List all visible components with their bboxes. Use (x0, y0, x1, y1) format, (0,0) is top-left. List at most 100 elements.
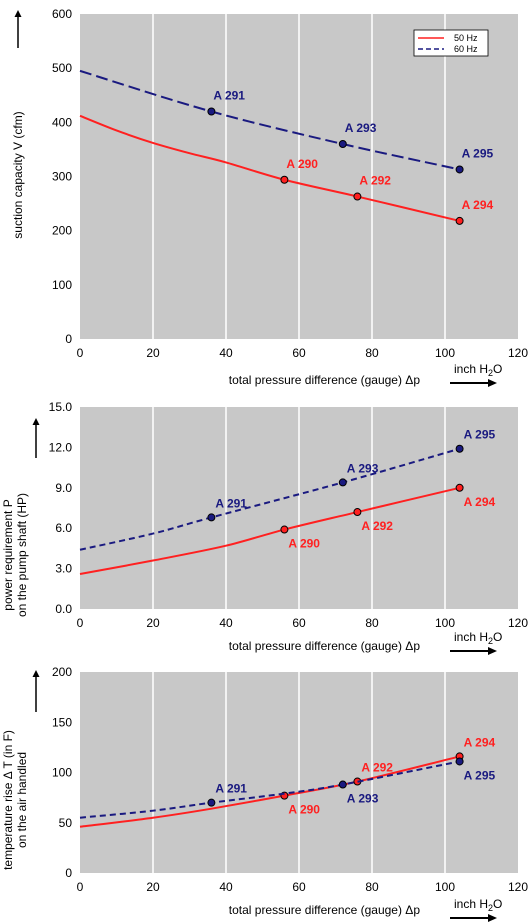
y-axis-label-line2: on the pump shaft (HP) (15, 493, 29, 617)
point-label: A 292 (359, 174, 391, 188)
data-point (338, 478, 347, 487)
x-tick-label: 100 (435, 616, 455, 630)
point-label: A 291 (215, 782, 247, 796)
x-axis-arrow-head (488, 647, 497, 655)
data-point (455, 216, 464, 225)
y-axis-label: suction capacity V (cfm) (11, 111, 25, 238)
point-label: A 293 (347, 461, 379, 475)
x-axis-arrow-head (488, 914, 497, 922)
point-label: A 294 (462, 198, 494, 212)
x-tick-label: 40 (219, 616, 233, 630)
x-axis-label: total pressure difference (gauge) Δp (229, 903, 421, 917)
data-point (338, 140, 347, 148)
x-tick-label: 0 (77, 616, 84, 630)
point-label: A 290 (286, 157, 318, 171)
y-tick-label: 3.0 (55, 562, 72, 576)
data-point (207, 513, 216, 522)
point-label: A 295 (462, 146, 494, 160)
y-tick-label: 100 (52, 766, 72, 780)
chart-panel-2: 0 20 40 60 80 100 120 0.0 3.0 6.0 9.0 12.0 15.0 power… (1, 400, 528, 655)
x-tick-label: 0 (77, 346, 84, 360)
y-axis-label-line2: on the air handled (15, 752, 29, 848)
y-axis-label: power requirement P (1, 499, 15, 610)
chart-panel-3: 0 20 40 60 80 100 120 0 50 100 150 200 temperature r… (1, 665, 528, 922)
y-tick-label: 200 (52, 665, 72, 679)
data-point (455, 757, 464, 766)
x-axis-unit: inch H2O (454, 897, 502, 913)
legend-entry: 60 Hz (454, 44, 478, 54)
x-tick-label: 80 (365, 880, 379, 894)
y-tick-label: 9.0 (55, 481, 72, 495)
x-tick-label: 120 (508, 616, 528, 630)
data-point (207, 798, 216, 807)
point-label: A 290 (288, 803, 320, 817)
series-line-50hz (79, 486, 460, 575)
x-axis-label: total pressure difference (gauge) Δp (229, 373, 421, 387)
x-tick-label: 60 (292, 346, 306, 360)
x-tick-label: 0 (77, 880, 84, 894)
series-line-50hz (79, 755, 460, 828)
point-label: A 294 (464, 495, 496, 509)
y-tick-label: 0 (65, 332, 72, 346)
x-axis-unit: inch H2O (454, 362, 502, 378)
series-line-60hz (79, 69, 460, 171)
data-point (455, 444, 464, 453)
x-tick-label: 120 (508, 880, 528, 894)
point-label: A 292 (361, 519, 393, 533)
y-tick-label: 200 (52, 224, 72, 238)
y-tick-label: 50 (59, 816, 73, 830)
point-label: A 294 (464, 735, 496, 749)
y-tick-label: 100 (52, 278, 72, 292)
x-axis-unit: inch H2O (454, 630, 502, 646)
x-tick-label: 120 (508, 346, 528, 360)
y-tick-label: 600 (52, 7, 72, 21)
legend-box (413, 29, 489, 57)
x-axis-label: total pressure difference (gauge) Δp (229, 639, 421, 653)
y-tick-label: 300 (52, 170, 72, 184)
point-label: A 295 (464, 768, 496, 782)
x-tick-label: 100 (435, 880, 455, 894)
y-axis-arrow-head (32, 670, 40, 677)
point-label: A 291 (215, 496, 247, 510)
y-tick-label: 6.0 (55, 521, 72, 535)
data-point (353, 508, 362, 517)
x-tick-label: 20 (146, 346, 160, 360)
point-label: A 290 (288, 537, 320, 551)
x-tick-label: 60 (292, 616, 306, 630)
x-tick-label: 60 (292, 880, 306, 894)
data-point (455, 165, 464, 174)
y-axis-arrow-head (32, 418, 40, 425)
point-label: A 295 (464, 428, 496, 442)
point-label: A 292 (361, 761, 393, 775)
legend-entry: 50 Hz (454, 33, 478, 43)
chart-panel-1: 0 20 40 60 80 100 120 0 100 200 300 400 500 600 suctio… (11, 7, 528, 387)
x-tick-label: 80 (365, 616, 379, 630)
x-tick-label: 20 (146, 880, 160, 894)
point-label: A 293 (347, 792, 379, 806)
x-tick-label: 40 (219, 346, 233, 360)
data-point (353, 192, 362, 201)
data-point (280, 525, 289, 534)
data-point (338, 780, 347, 789)
data-point (207, 107, 216, 116)
y-tick-label: 0 (65, 866, 72, 880)
y-axis-label: temperature rise Δ T (in F) (1, 730, 15, 870)
y-tick-label: 400 (52, 115, 72, 129)
x-axis-arrow-head (488, 379, 497, 387)
x-tick-label: 40 (219, 880, 233, 894)
x-tick-label: 80 (365, 346, 379, 360)
data-point (455, 483, 464, 492)
y-tick-label: 0.0 (55, 602, 72, 616)
point-label: A 291 (213, 89, 245, 103)
y-tick-label: 500 (52, 61, 72, 75)
x-tick-label: 100 (435, 346, 455, 360)
y-tick-label: 15.0 (49, 400, 73, 414)
data-point (280, 175, 289, 184)
x-tick-label: 20 (146, 616, 160, 630)
point-label: A 293 (345, 121, 377, 135)
y-axis-arrow-head (14, 10, 22, 17)
series-line-60hz (79, 760, 460, 819)
y-tick-label: 12.0 (49, 440, 73, 454)
y-tick-label: 150 (52, 715, 72, 729)
